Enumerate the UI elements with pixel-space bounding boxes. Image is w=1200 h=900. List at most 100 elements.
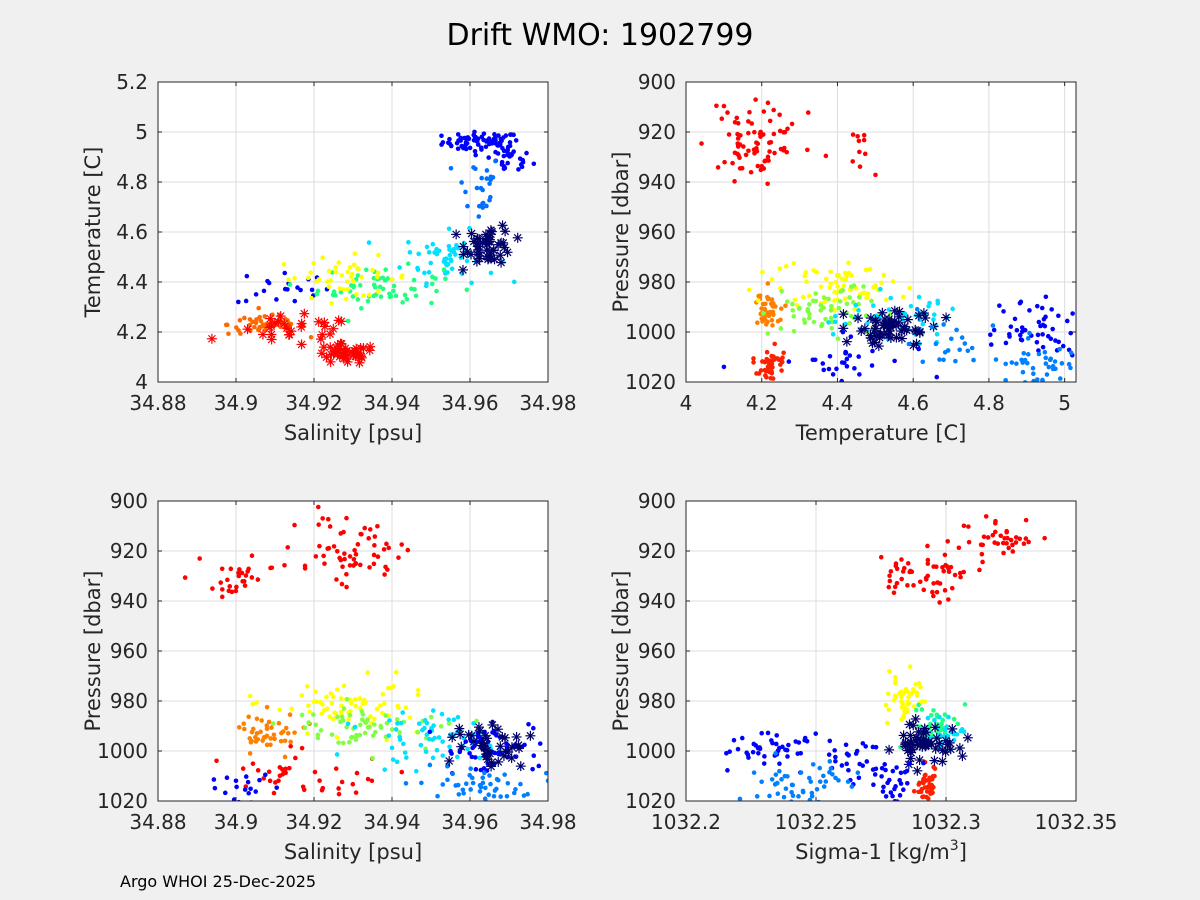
data-point (955, 721, 961, 727)
data-point (249, 553, 255, 558)
data-point (769, 297, 775, 302)
data-point (771, 107, 776, 113)
data-point (247, 736, 253, 741)
data-point (990, 323, 996, 328)
data-point (429, 300, 434, 306)
data-point (941, 322, 946, 327)
x-tick-label: 4.8 (973, 391, 1005, 415)
data-point (929, 324, 935, 330)
data-point (800, 294, 806, 300)
data-point (395, 703, 401, 709)
data-point (907, 285, 913, 291)
data-point (470, 745, 475, 751)
data-point (339, 779, 345, 785)
data-point (247, 693, 253, 699)
data-point (530, 766, 535, 772)
data-point (299, 712, 305, 718)
data-point (295, 285, 300, 290)
data-point (724, 751, 729, 756)
data-point (801, 317, 807, 323)
data-point (289, 706, 295, 712)
data-point (427, 729, 433, 735)
data-point (483, 785, 488, 791)
data-point (941, 568, 947, 574)
data-point (484, 176, 490, 181)
star-point (856, 326, 867, 337)
data-point (469, 754, 475, 760)
data-point (856, 354, 861, 359)
data-point (231, 797, 237, 801)
data-point (259, 718, 264, 723)
data-point (900, 569, 906, 574)
data-point (233, 778, 239, 784)
star-point (281, 323, 292, 334)
data-point (1040, 332, 1045, 337)
data-point (447, 136, 452, 142)
star-point (462, 246, 473, 257)
data-point (394, 759, 400, 765)
star-point (515, 761, 526, 772)
star-point (838, 309, 849, 320)
data-point (946, 714, 951, 720)
star-point (929, 755, 940, 766)
star-point (206, 333, 217, 344)
data-point (269, 725, 274, 730)
data-point (345, 287, 351, 292)
data-point (388, 685, 393, 691)
data-point (846, 753, 851, 758)
data-point (210, 586, 215, 591)
star-point (882, 321, 893, 332)
data-point (416, 721, 422, 726)
data-point (765, 281, 771, 286)
x-tick-label: 34.96 (441, 810, 498, 834)
data-point (950, 306, 955, 312)
data-point (761, 761, 767, 766)
data-point (823, 779, 829, 784)
data-point (422, 718, 428, 723)
data-point (1017, 332, 1023, 338)
data-point (782, 129, 788, 135)
y-axis-label: Pressure [dbar] (81, 571, 105, 732)
data-point (934, 589, 940, 595)
data-point (488, 781, 493, 787)
data-point (897, 691, 902, 696)
data-point (460, 787, 466, 793)
data-point (883, 794, 889, 799)
data-point (361, 697, 367, 703)
data-point (516, 167, 521, 172)
data-point (735, 131, 740, 137)
data-point (382, 767, 388, 772)
x-tick-label: 34.88 (129, 391, 186, 415)
data-point (401, 741, 406, 747)
data-point (998, 533, 1004, 539)
y-axis-label: Pressure [dbar] (609, 152, 633, 313)
data-point (471, 138, 477, 143)
data-point (779, 368, 784, 373)
data-point (750, 749, 756, 755)
data-point (884, 720, 890, 726)
data-point (525, 791, 530, 797)
data-point (407, 250, 413, 255)
data-point (768, 139, 774, 145)
data-point (746, 130, 751, 136)
data-point (495, 151, 501, 156)
y-tick-label: 1000 (97, 739, 148, 763)
data-point (402, 750, 408, 755)
data-point (941, 357, 946, 363)
data-point (905, 561, 911, 566)
data-point (344, 571, 349, 577)
star-point (444, 755, 455, 766)
data-point (821, 367, 827, 373)
data-point (336, 786, 341, 791)
data-point (790, 308, 795, 313)
data-point (791, 328, 797, 334)
data-point (806, 315, 812, 321)
star-point (503, 747, 514, 758)
data-point (314, 699, 319, 704)
data-point (897, 793, 903, 798)
star-point (492, 724, 503, 735)
star-point (482, 234, 493, 245)
data-point (916, 702, 921, 708)
data-point (355, 266, 360, 271)
data-point (753, 743, 759, 748)
